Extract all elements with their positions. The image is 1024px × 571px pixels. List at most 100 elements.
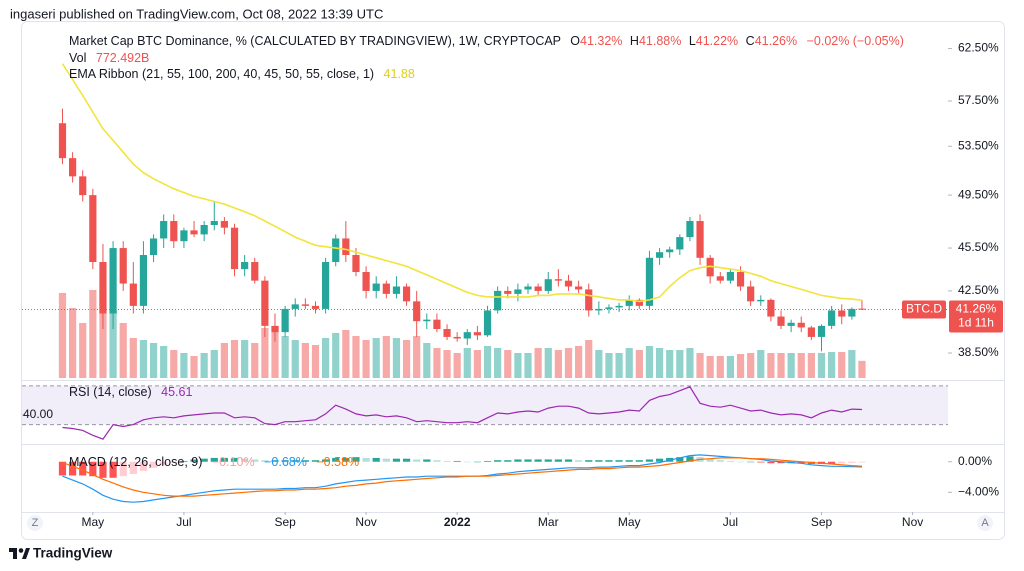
chart-frame xyxy=(21,21,1005,540)
volume-value: 772.492B xyxy=(96,51,150,65)
histogram-bar xyxy=(757,461,765,463)
main-layer: 62.50% 57.50% 53.50% 49.50% 45.50% 42.50% 38.5… xyxy=(22,41,1003,529)
volume-bar xyxy=(615,353,623,378)
volume-bar xyxy=(807,353,815,378)
histogram-bar xyxy=(160,461,168,465)
rsi-name: RSI (14, close) xyxy=(69,385,152,399)
volume-bar xyxy=(655,348,664,378)
scale-button[interactable] xyxy=(977,515,993,531)
volume-bar xyxy=(564,348,573,378)
volume-bar xyxy=(271,326,279,378)
volume-bar xyxy=(676,350,684,378)
candle-body xyxy=(585,289,593,311)
histogram-bar xyxy=(635,460,643,462)
volume-bar xyxy=(575,346,583,378)
candle-body xyxy=(463,332,471,339)
volume-bar xyxy=(726,356,735,378)
main-legend: Market Cap BTC Dominance, % (CALCULATED … xyxy=(69,34,904,48)
volume-bar xyxy=(514,353,522,378)
candle-body xyxy=(858,308,866,310)
candle-body xyxy=(79,176,87,196)
candle-body xyxy=(504,290,512,294)
histogram-bar xyxy=(747,461,755,463)
histogram-bar xyxy=(777,461,785,464)
change-value: −0.02% (−0.05%) xyxy=(807,34,904,48)
ohlc-value: 41.32% xyxy=(580,34,622,48)
histogram-bar xyxy=(655,458,664,462)
symbol-badge-label: BTC.D xyxy=(906,302,942,316)
candle-body xyxy=(210,221,218,226)
candle-body xyxy=(109,248,117,314)
histogram-bar xyxy=(241,458,249,462)
candle-body xyxy=(433,319,441,330)
candle-body xyxy=(676,237,684,250)
candle-body xyxy=(554,279,562,281)
scale-button-label[interactable]: A xyxy=(981,517,989,529)
logo-part xyxy=(18,548,24,553)
volume-bar xyxy=(585,340,593,378)
candle-body xyxy=(686,221,694,238)
volume-bar xyxy=(251,343,259,378)
volume-bar xyxy=(99,290,107,378)
x-tick-label: Nov xyxy=(902,515,923,529)
signal-line xyxy=(62,457,863,497)
candle-body xyxy=(322,262,330,309)
scale-button[interactable] xyxy=(27,515,43,531)
volume-bar xyxy=(767,353,775,378)
volume-bar xyxy=(544,348,552,378)
ohlc-name: H xyxy=(630,34,639,48)
volume-bar xyxy=(787,353,795,378)
histogram-bar xyxy=(858,461,866,463)
histogram-bar xyxy=(352,457,360,462)
candle-body xyxy=(261,280,269,326)
histogram-bar xyxy=(372,457,380,462)
histogram-bar xyxy=(129,461,137,474)
y-tick-label: −4.00% xyxy=(958,484,999,498)
candle-body xyxy=(473,332,482,336)
volume-bar xyxy=(160,346,168,378)
rsi-legend: RSI (14, close) 45.61 xyxy=(69,385,192,399)
candle-body xyxy=(848,308,856,317)
ohlc-name: C xyxy=(746,34,755,48)
histogram-bar xyxy=(595,460,603,462)
candle-body xyxy=(797,322,805,328)
volume-bar xyxy=(797,353,805,378)
candle-body xyxy=(777,316,785,326)
x-tick-label: Jul xyxy=(176,515,191,529)
volume-bar xyxy=(534,348,542,378)
histogram-bar xyxy=(149,461,158,468)
histogram-bar xyxy=(615,460,623,462)
histogram-bar xyxy=(645,459,654,462)
y-tick-label: 62.50% xyxy=(958,41,999,55)
candle-body xyxy=(190,230,198,235)
volume-bar xyxy=(686,348,694,378)
candle-body xyxy=(787,322,795,326)
histogram-bar xyxy=(230,457,239,462)
volume-bar xyxy=(463,348,471,378)
y-tick-label: 40.00 xyxy=(23,407,53,421)
histogram-bar xyxy=(69,461,77,476)
candle-body xyxy=(443,329,451,337)
histogram-bar xyxy=(58,461,67,476)
volume-bar xyxy=(291,340,299,378)
volume-bar xyxy=(210,350,218,378)
scale-button-label[interactable]: Z xyxy=(32,517,39,529)
histogram-bar xyxy=(89,461,97,477)
volume-bar xyxy=(413,336,421,378)
volume-bar xyxy=(352,336,360,378)
volume-bar xyxy=(79,323,87,378)
volume-bar xyxy=(241,340,249,378)
volume-bar xyxy=(362,340,370,378)
candle-body xyxy=(736,271,745,287)
histogram-bar xyxy=(494,460,502,462)
ohlc-value: 41.22% xyxy=(696,34,738,48)
volume-bar xyxy=(58,293,67,378)
histogram-bar xyxy=(828,461,836,465)
volume-bar xyxy=(69,308,77,378)
publish-note: ingaseri published on TradingView.com, O… xyxy=(10,6,383,21)
candle-body xyxy=(413,301,421,322)
histogram-bar xyxy=(170,461,178,463)
candle-body xyxy=(220,221,229,228)
candle-body xyxy=(838,310,846,317)
macd-name: MACD (12, 26, close, 9) xyxy=(69,455,202,469)
